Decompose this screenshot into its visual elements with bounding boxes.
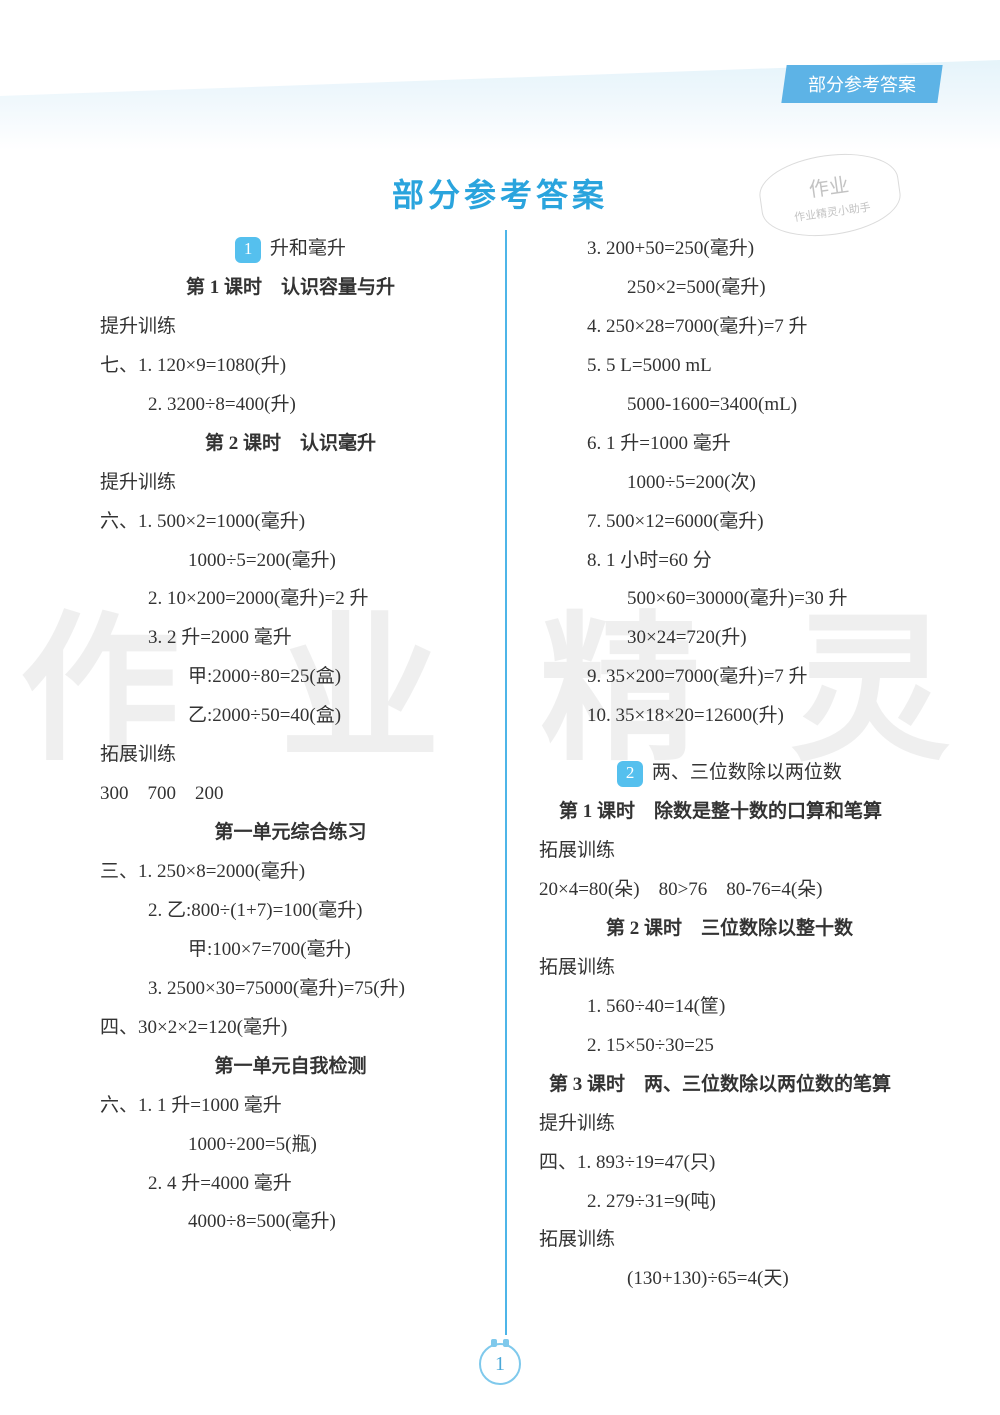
answer-line: 8. 1 小时=60 分: [539, 542, 920, 581]
answer-line: 2. 279÷31=9(吨): [539, 1183, 920, 1222]
lesson-title: 第 1 课时 认识容量与升: [100, 269, 481, 308]
answer-line: 3. 200+50=250(毫升): [539, 230, 920, 269]
answer-line: 2. 3200÷8=400(升): [100, 386, 481, 425]
stamp-line1: 作业: [807, 168, 851, 202]
unit-1-heading: 1 升和毫升: [100, 230, 481, 269]
page-number-badge: 1: [479, 1343, 521, 1385]
answer-line: 1000÷200=5(瓶): [100, 1126, 481, 1165]
section-label: 拓展训练: [539, 1221, 920, 1260]
page-footer: 1: [0, 1343, 1000, 1385]
unit-2-heading: 2 两、三位数除以两位数: [539, 754, 920, 793]
answer-line: 3. 2500×30=75000(毫升)=75(升): [100, 970, 481, 1009]
lesson-title: 第一单元自我检测: [100, 1048, 481, 1087]
answer-line: 甲:100×7=700(毫升): [100, 931, 481, 970]
answer-line: 20×4=80(朵) 80>76 80-76=4(朵): [539, 871, 920, 910]
answer-line: 2. 乙:800÷(1+7)=100(毫升): [100, 892, 481, 931]
spacer: [539, 736, 920, 754]
section-label: 提升训练: [539, 1105, 920, 1144]
answer-line: 三、1. 250×8=2000(毫升): [100, 853, 481, 892]
section-label: 提升训练: [100, 308, 481, 347]
answer-line: 9. 35×200=7000(毫升)=7 升: [539, 658, 920, 697]
answer-line: 四、1. 893÷19=47(只): [539, 1144, 920, 1183]
lesson-title: 第 1 课时 除数是整十数的口算和笔算: [539, 793, 920, 832]
answer-line: 30×24=720(升): [539, 619, 920, 658]
answer-line: 2. 15×50÷30=25: [539, 1027, 920, 1066]
section-label: 拓展训练: [539, 832, 920, 871]
lesson-title: 第 2 课时 认识毫升: [100, 425, 481, 464]
unit-badge: 2: [617, 761, 643, 787]
column-divider: [505, 230, 507, 1335]
section-label: 拓展训练: [539, 949, 920, 988]
header-tab: 部分参考答案: [781, 65, 942, 103]
right-column: 3. 200+50=250(毫升) 250×2=500(毫升) 4. 250×2…: [511, 230, 920, 1335]
lesson-title: 第 3 课时 两、三位数除以两位数的笔算: [539, 1066, 920, 1105]
answer-line: 1000÷5=200(毫升): [100, 542, 481, 581]
answer-line: 2. 4 升=4000 毫升: [100, 1165, 481, 1204]
answer-line: 5000-1600=3400(mL): [539, 386, 920, 425]
answer-line: 7. 500×12=6000(毫升): [539, 503, 920, 542]
stamp-line2: 作业精灵小助手: [793, 198, 871, 225]
page-number: 1: [495, 1353, 505, 1376]
answer-line: 乙:2000÷50=40(盒): [100, 697, 481, 736]
answer-line: 1. 560÷40=14(筐): [539, 988, 920, 1027]
answer-line: 七、1. 120×9=1080(升): [100, 347, 481, 386]
answer-line: 六、1. 500×2=1000(毫升): [100, 503, 481, 542]
answer-line: (130+130)÷65=4(天): [539, 1260, 920, 1299]
answer-line: 10. 35×18×20=12600(升): [539, 697, 920, 736]
answer-line: 六、1. 1 升=1000 毫升: [100, 1087, 481, 1126]
answer-line: 500×60=30000(毫升)=30 升: [539, 580, 920, 619]
answer-line: 300 700 200: [100, 775, 481, 814]
answer-line: 4000÷8=500(毫升): [100, 1203, 481, 1242]
unit-1-title: 升和毫升: [270, 238, 346, 259]
section-label: 提升训练: [100, 464, 481, 503]
unit-2-title: 两、三位数除以两位数: [652, 762, 842, 783]
left-column: 1 升和毫升 第 1 课时 认识容量与升 提升训练 七、1. 120×9=108…: [100, 230, 501, 1335]
answer-line: 3. 2 升=2000 毫升: [100, 619, 481, 658]
lesson-title: 第一单元综合练习: [100, 814, 481, 853]
answer-line: 四、30×2×2=120(毫升): [100, 1009, 481, 1048]
header-tab-label: 部分参考答案: [808, 71, 916, 97]
answer-line: 1000÷5=200(次): [539, 464, 920, 503]
answer-line: 甲:2000÷80=25(盒): [100, 658, 481, 697]
answer-line: 5. 5 L=5000 mL: [539, 347, 920, 386]
answer-line: 6. 1 升=1000 毫升: [539, 425, 920, 464]
lesson-title: 第 2 课时 三位数除以整十数: [539, 910, 920, 949]
header-band: 部分参考答案: [0, 60, 1000, 150]
section-label: 拓展训练: [100, 736, 481, 775]
answer-line: 4. 250×28=7000(毫升)=7 升: [539, 308, 920, 347]
unit-badge: 1: [235, 237, 261, 263]
answer-line: 250×2=500(毫升): [539, 269, 920, 308]
answer-line: 2. 10×200=2000(毫升)=2 升: [100, 580, 481, 619]
content-area: 1 升和毫升 第 1 课时 认识容量与升 提升训练 七、1. 120×9=108…: [100, 230, 920, 1335]
